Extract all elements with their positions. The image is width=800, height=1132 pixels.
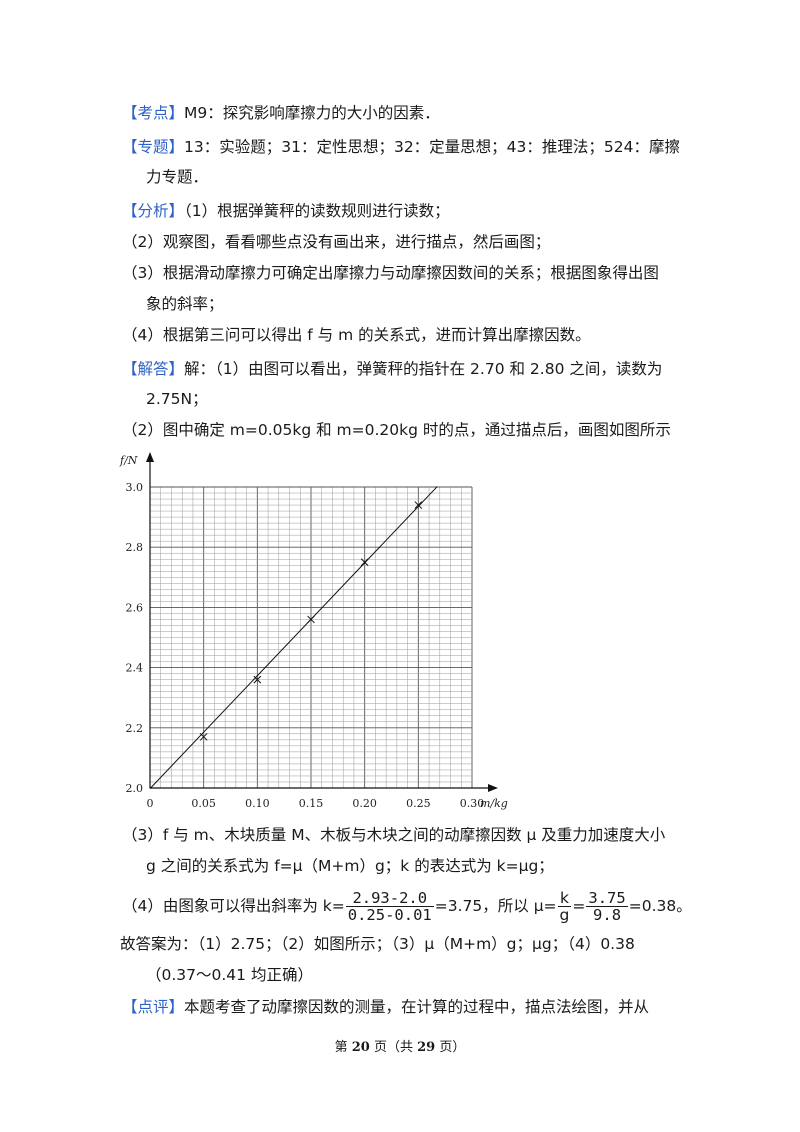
x-axis-label: m/kg [480,797,508,810]
data-point-stroke [199,732,208,741]
footer-total-pages: 29 [417,1040,436,1055]
jieda-l2: （2）图中确定 m=0.05kg 和 m=0.20kg 时的点，通过描点后，画图… [122,421,671,439]
slope-numerator: 2.93-2.0 [345,890,434,907]
data-point-x-mark [360,558,369,567]
x-tick-label: 0.10 [245,797,269,810]
zhuanti-text-cont: 力专题． [146,168,209,186]
footer-post: 页） [435,1040,466,1055]
slope-denominator: 0.25-0.01 [347,906,432,924]
graph-fit-line [149,486,438,789]
fenxi-l1: （1）根据弹簧秤的读数规则进行读数； [184,202,450,220]
zhuanti-tag: 【专题】 [122,138,185,156]
x-axis-arrow-icon [488,784,498,792]
y-tick-label: 2.8 [126,541,144,554]
y-tick-label: 2.2 [126,722,144,735]
x-tick-label: 0.30 [460,797,485,810]
slope-fraction: 2.93-2.0 0.25-0.01 [345,890,434,924]
data-point-x-mark [307,615,315,624]
mu-denominator-value: 9.8 [593,906,622,924]
data-point-x-mark [414,501,423,509]
y-tick-label: 2.6 [126,601,144,614]
jieda-l1b: 2.75N； [146,390,208,408]
fenxi-l3b: 象的斜率； [146,295,224,313]
zhuanti-text: 13：实验题；31：定性思想；32：定量思想；43：推理法；524：摩擦 [184,138,680,156]
jieda-l1: 解：（1）由图可以看出，弹簧秤的指针在 2.70 和 2.80 之间，读数为 [184,360,663,378]
page-footer: 第 20 页（共 29 页） [0,1036,800,1055]
fenxi-tag: 【分析】 [122,202,185,220]
footer-mid: 页（共 [369,1040,418,1055]
jieda-line: 【解答】解：（1）由图可以看出，弹簧秤的指针在 2.70 和 2.80 之间，读… [122,358,662,380]
y-tick-label: 3.0 [126,481,144,494]
footer-page-number: 20 [351,1040,370,1055]
data-point-stroke [253,675,262,684]
data-point-stroke [307,615,315,624]
jieda-l3a: （3）f 与 m、木块质量 M、木板与木块之间的动摩擦因数 μ 及重力加速度大小 [122,826,666,844]
jieda-l3b: g 之间的关系式为 f=μ（M+m）g；k 的表达式为 k=μg； [146,857,554,875]
fenxi-line: 【分析】（1）根据弹簧秤的读数规则进行读数； [122,200,450,222]
mu-denominator-g: g [559,906,570,924]
graph-axes [146,452,498,792]
kaodian-text: M9：探究影响摩擦力的大小的因素． [184,104,440,122]
graph-grid [149,486,473,789]
jieda-l4: （4）由图象可以得出斜率为 k= 2.93-2.0 0.25-0.01 =3.75，所… [122,886,692,926]
x-tick-label: 0.25 [406,797,431,810]
x-tick-label: 0 [147,797,154,810]
data-point-x-mark [199,732,208,741]
fit-line [149,486,438,789]
dianping-line: 【点评】本题考查了动摩擦因数的测量，在计算的过程中，描点法绘图，并从 [122,996,649,1018]
x-tick-label: 0.15 [299,797,324,810]
f-m-graph: 0 0.05 0.10 0.15 0.20 0.25 0.30 2.0 2.2 2.4 2.6 2.8… [119,452,508,810]
fenxi-l3a: （3）根据滑动摩擦力可确定出摩擦力与动摩擦因数间的关系；根据图象得出图 [122,264,659,282]
y-axis-label: f/N [119,454,138,467]
x-tick-label: 0.05 [191,797,216,810]
jieda-tag: 【解答】 [122,360,185,378]
zhuanti-line: 【专题】13：实验题；31：定性思想；32：定量思想；43：推理法；524：摩擦 [122,136,680,158]
mu-fraction-values: 3.75 9.8 [586,889,628,924]
fenxi-l4: （4）根据第三问可以得出 f 与 m 的关系式，进而计算出摩擦因数。 [122,326,591,344]
y-axis-arrow-icon [146,452,154,462]
y-tick-label: 2.0 [126,782,144,795]
kaodian-line: 【考点】M9：探究影响摩擦力的大小的因素． [122,102,440,124]
kaodian-tag: 【考点】 [122,104,185,122]
x-tick-label: 0.20 [352,797,377,810]
answer-l2: （0.37～0.41 均正确） [146,966,313,984]
y-tick-label: 2.4 [126,662,144,675]
data-point-x-mark [253,675,262,684]
dianping-text: 本题考查了动摩擦因数的测量，在计算的过程中，描点法绘图，并从 [184,998,650,1016]
fenxi-l2: （2）观察图，看看哪些点没有画出来，进行描点，然后画图； [122,233,551,251]
jieda-l4-eq: = [572,897,586,915]
dianping-tag: 【点评】 [122,998,185,1016]
jieda-l4-post: =0.38。 [628,897,692,915]
mu-numerator-k: k [557,890,572,907]
graph-points [199,501,423,741]
mu-numerator-value: 3.75 [586,889,628,907]
graph-tick-labels: 0 0.05 0.10 0.15 0.20 0.25 0.30 2.0 2.2 2.4 2.6 2.8… [126,481,485,810]
footer-pre: 第 [334,1040,352,1055]
jieda-l4-mid: =3.75，所以 μ= [434,897,557,915]
data-point-stroke [414,501,423,509]
data-point-stroke [360,558,369,567]
answer-l1: 故答案为：（1）2.75；（2）如图所示；（3）μ（M+m）g；μg；（4）0.… [120,935,635,953]
jieda-l4-pre: （4）由图象可以得出斜率为 k= [122,897,345,915]
